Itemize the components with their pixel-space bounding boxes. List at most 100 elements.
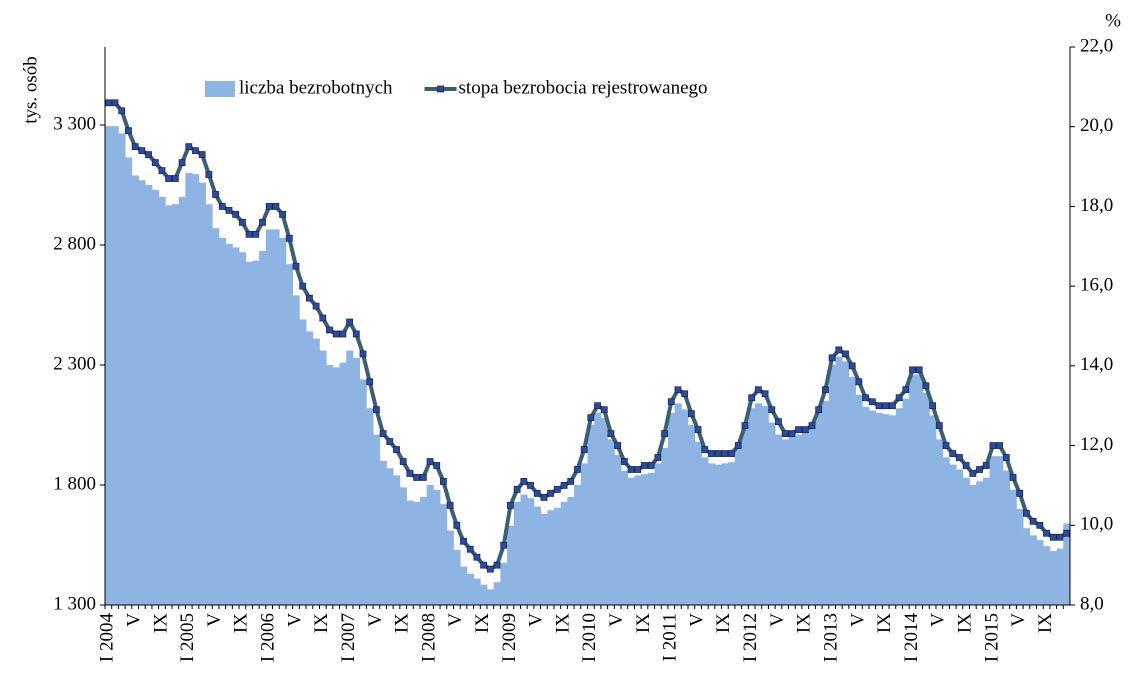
bar — [366, 408, 374, 605]
marker — [165, 175, 173, 182]
marker — [721, 450, 729, 457]
bar — [781, 439, 789, 605]
x-tick-label: IX — [954, 613, 975, 633]
bar — [259, 251, 267, 605]
marker — [1002, 454, 1010, 461]
bar — [433, 489, 441, 605]
bar — [406, 500, 414, 605]
x-tick-label: I 2004 — [97, 613, 118, 663]
bar — [265, 229, 273, 605]
marker — [560, 482, 568, 489]
y-tick-label: 3 300 — [53, 113, 96, 134]
marker — [875, 402, 883, 410]
marker — [694, 426, 702, 434]
marker — [982, 462, 990, 469]
marker — [279, 210, 286, 218]
marker — [600, 406, 608, 414]
marker — [393, 446, 400, 453]
bar — [701, 457, 709, 605]
y2-tick-label: 20,0 — [1080, 115, 1113, 136]
marker — [312, 302, 320, 310]
x-tick-label: I 2007 — [338, 613, 359, 662]
bar — [192, 174, 200, 605]
x-tick-label: V — [284, 613, 305, 627]
marker — [238, 218, 246, 226]
bar — [929, 415, 937, 605]
bar — [688, 425, 696, 605]
bar — [547, 510, 555, 605]
bar — [185, 173, 193, 605]
bar — [768, 422, 776, 605]
marker — [285, 234, 293, 242]
bar — [312, 338, 320, 605]
bar — [346, 350, 354, 605]
bar — [1002, 470, 1011, 605]
marker — [754, 386, 762, 394]
marker — [868, 398, 876, 406]
marker — [567, 478, 575, 485]
marker — [493, 561, 501, 569]
y2-tick-label: 10,0 — [1080, 514, 1113, 535]
x-tick-label: V — [847, 613, 868, 627]
y-tick-label: 1 300 — [53, 593, 96, 614]
x-tick-label: I 2006 — [258, 613, 279, 662]
marker — [801, 426, 809, 434]
marker — [594, 402, 601, 410]
x-tick-label: V — [124, 613, 145, 627]
bar — [1043, 546, 1051, 605]
y-tick-label: 2 800 — [53, 233, 96, 254]
bar — [721, 463, 729, 605]
marker — [413, 474, 421, 481]
bar — [976, 481, 984, 605]
bar — [151, 189, 160, 606]
bar — [714, 464, 722, 605]
marker — [1029, 517, 1037, 525]
marker — [319, 314, 327, 322]
marker — [299, 282, 307, 290]
legend-swatch — [205, 81, 235, 97]
marker — [158, 167, 166, 174]
bar — [594, 413, 602, 605]
marker — [473, 553, 481, 561]
marker — [212, 191, 219, 198]
marker — [795, 426, 802, 434]
bar — [1063, 523, 1071, 605]
marker — [1023, 509, 1030, 517]
bar — [795, 434, 803, 605]
bar — [131, 175, 139, 605]
bar — [292, 295, 300, 605]
bar — [667, 413, 676, 605]
x-tick-label: IX — [1035, 613, 1056, 633]
marker — [949, 450, 957, 457]
bar — [285, 264, 294, 605]
x-tick-label: I 2010 — [579, 613, 600, 662]
marker — [687, 410, 695, 418]
marker — [882, 402, 890, 410]
bar — [808, 425, 816, 605]
marker — [433, 462, 441, 469]
bar — [480, 584, 488, 605]
x-tick-label: IX — [472, 613, 493, 633]
bar — [842, 361, 850, 605]
bar — [902, 398, 910, 605]
marker — [976, 466, 983, 473]
bar — [1016, 509, 1024, 605]
bar — [969, 485, 977, 605]
y2-tick-label: 16,0 — [1080, 275, 1113, 296]
bar — [634, 475, 642, 605]
marker — [1049, 533, 1057, 541]
marker — [547, 489, 555, 497]
marker — [1009, 474, 1017, 481]
bar — [895, 408, 903, 605]
marker — [674, 386, 682, 394]
bar — [460, 566, 468, 605]
bar — [962, 477, 970, 605]
marker — [104, 99, 112, 107]
bar — [815, 413, 823, 605]
marker — [989, 442, 997, 449]
bar — [708, 463, 716, 605]
bar — [614, 455, 622, 605]
bar — [379, 461, 387, 605]
x-tick-label: IX — [150, 613, 171, 633]
marker — [714, 450, 722, 457]
